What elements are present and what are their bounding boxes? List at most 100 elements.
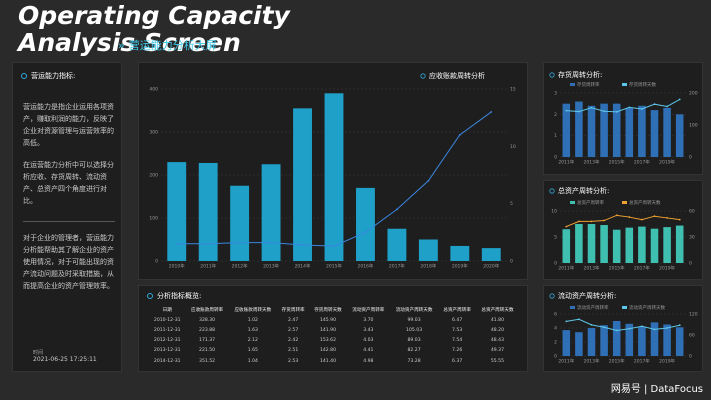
title-marker bbox=[549, 293, 555, 299]
point bbox=[666, 327, 668, 329]
x-tick-label: 2014年 bbox=[295, 263, 311, 270]
time-label: 时间 bbox=[33, 350, 44, 356]
table-cell: 55.55 bbox=[490, 358, 505, 364]
x-tick-label: 2011年 bbox=[558, 358, 574, 365]
y-tick-label: 3 bbox=[554, 91, 557, 97]
y-tick-label: 6 bbox=[554, 312, 557, 318]
bar bbox=[638, 226, 646, 263]
table-cell: 流动资产周转天数 bbox=[395, 307, 433, 313]
chart-panel: 总资产周转分析: 0 5 10 0 30 60 2011年 2013年 2015年 2017年 201… bbox=[543, 180, 703, 280]
point bbox=[628, 106, 631, 109]
bar bbox=[562, 103, 571, 157]
legend-label: 流动资产周转天数 bbox=[629, 304, 665, 311]
x-tick-label: 2019年 bbox=[452, 263, 468, 270]
table-cell: 2011-12-31 bbox=[153, 327, 181, 333]
line bbox=[566, 214, 680, 228]
bar bbox=[612, 229, 621, 263]
x-tick-label: 2019年 bbox=[659, 265, 675, 272]
watermark: 网易号 | DataFocus bbox=[610, 384, 703, 395]
x-tick-label: 2013年 bbox=[263, 263, 279, 270]
table-cell: 82.27 bbox=[407, 348, 421, 354]
legend-swatch bbox=[570, 83, 575, 86]
table-cell: 4.03 bbox=[363, 338, 374, 344]
table-cell: 351.52 bbox=[199, 358, 216, 364]
table-cell: 2010-12-31 bbox=[153, 317, 181, 323]
bar bbox=[663, 324, 671, 356]
y2-tick-label: 5 bbox=[510, 201, 513, 207]
bar bbox=[675, 114, 684, 157]
table-cell: 105.03 bbox=[406, 327, 423, 333]
bar bbox=[612, 321, 621, 356]
point bbox=[653, 328, 656, 331]
legend-swatch bbox=[622, 201, 627, 204]
table-cell: 221.50 bbox=[199, 348, 216, 354]
title-marker bbox=[420, 73, 426, 79]
legend-label: 存货周转天数 bbox=[629, 81, 656, 88]
x-tick-label: 2011年 bbox=[558, 265, 574, 272]
table-cell: 7.53 bbox=[452, 327, 463, 333]
legend-label: 存货周转率 bbox=[577, 81, 600, 88]
table-cell: 6.37 bbox=[452, 358, 463, 364]
y-tick-label: 10 bbox=[551, 209, 557, 215]
x-tick-label: 2013年 bbox=[584, 159, 600, 166]
table-cell: 171.37 bbox=[199, 338, 216, 344]
table-cell: 3.43 bbox=[363, 327, 374, 333]
point bbox=[641, 325, 643, 328]
table-cell: 141.90 bbox=[319, 327, 337, 333]
legend-swatch bbox=[570, 201, 575, 204]
intro-paragraph: 营运能力是指企业运用各项资产，赚取利润的能力，反映了企业对资源管理与运营效率的高… bbox=[23, 103, 114, 147]
chart-title: 总资产周转分析: bbox=[558, 186, 609, 195]
point bbox=[628, 327, 631, 330]
point bbox=[590, 220, 593, 223]
table-cell: 2013-12-31 bbox=[153, 348, 181, 354]
bar bbox=[387, 228, 407, 261]
x-tick-label: 2015年 bbox=[609, 159, 625, 166]
bar bbox=[261, 164, 281, 261]
x-tick-label: 2017年 bbox=[389, 263, 405, 270]
title-marker bbox=[549, 188, 555, 194]
bar bbox=[587, 105, 596, 157]
table-cell: 1.63 bbox=[247, 327, 258, 333]
table-row: 2011-12-31 223.88 1.63 2.57 141.90 3.43 105.03… bbox=[149, 325, 519, 335]
point bbox=[396, 208, 398, 211]
point bbox=[678, 98, 681, 101]
x-tick-label: 2016年 bbox=[357, 263, 373, 270]
table-cell: 2.12 bbox=[247, 338, 258, 344]
table-cell: 141.40 bbox=[319, 358, 337, 364]
table-cell: 存货周转率 bbox=[281, 307, 305, 313]
point bbox=[590, 323, 593, 326]
point bbox=[653, 215, 656, 218]
line bbox=[566, 318, 680, 331]
table-title: 分析指标概览: bbox=[147, 291, 201, 301]
point bbox=[603, 110, 605, 113]
point bbox=[238, 241, 241, 244]
bar bbox=[575, 101, 583, 157]
y-tick-label: 2 bbox=[554, 112, 557, 118]
chart-title: 应收账款周转分析 bbox=[429, 71, 485, 80]
point bbox=[641, 218, 643, 221]
point bbox=[578, 110, 580, 113]
x-tick-label: 2013年 bbox=[584, 265, 600, 272]
intro-paragraph: 对于企业的管理者，营运能力分析能帮助其了解企业的资产使用情况，对于可能出现的资产… bbox=[23, 234, 114, 290]
divider bbox=[23, 221, 115, 222]
table-cell: 2014-12-31 bbox=[153, 358, 181, 364]
legend-label: 总资产周转天数 bbox=[629, 199, 661, 206]
point bbox=[666, 217, 668, 219]
y2-tick-label: 0 bbox=[689, 354, 692, 360]
table-row: 日期 应收账款周转率 应收账款周转天数 存货周转率 存货周转天数 流动资产周转率 流动资产周… bbox=[149, 304, 519, 315]
bar bbox=[650, 110, 659, 157]
intro-panel: 营运能力指标: 营运能力是指企业运用各项资产，赚取利润的能力，反映了企业对资源管… bbox=[12, 62, 122, 372]
legend-swatch bbox=[622, 306, 627, 309]
table-cell: 总资产周转率 bbox=[443, 307, 471, 313]
point bbox=[270, 241, 272, 244]
y2-tick-label: 15 bbox=[510, 87, 516, 93]
table-cell: 223.88 bbox=[199, 327, 216, 333]
y-tick-label: 1 bbox=[554, 133, 557, 139]
point bbox=[490, 111, 493, 113]
y2-tick-label: 200 bbox=[689, 91, 698, 97]
point bbox=[175, 242, 178, 245]
y2-tick-label: 0 bbox=[510, 259, 513, 265]
bar bbox=[198, 162, 218, 261]
x-tick-label: 2018年 bbox=[420, 263, 436, 270]
table-cell: 流动资产周转率 bbox=[352, 307, 385, 313]
